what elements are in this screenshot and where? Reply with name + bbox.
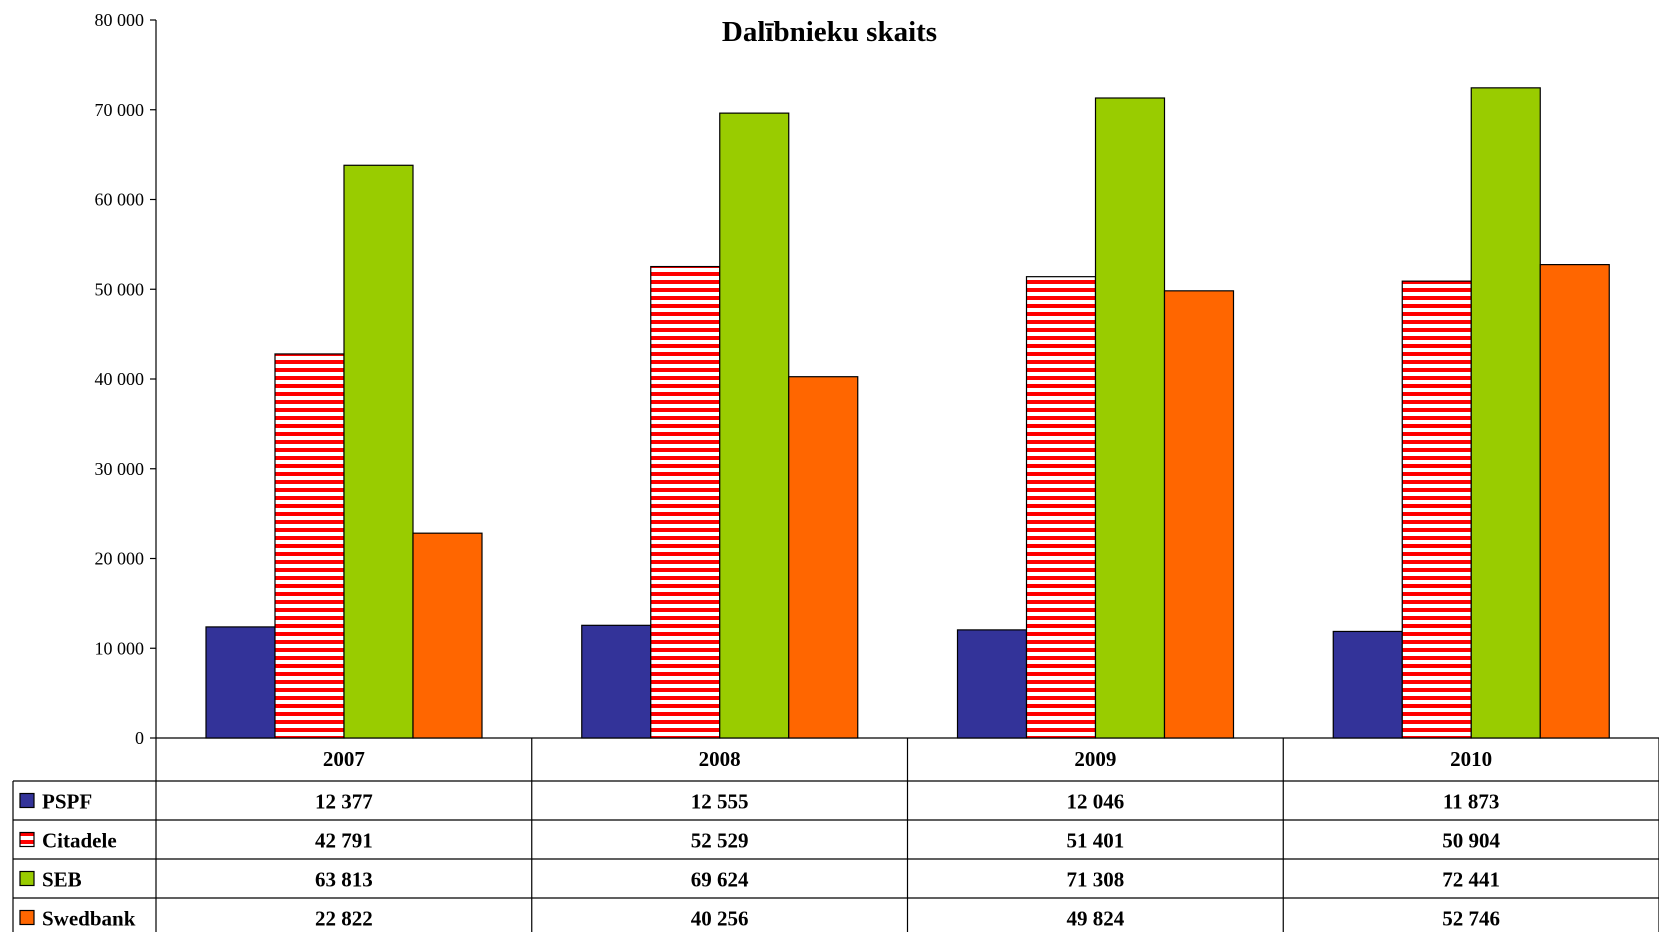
bar-citadele-2009 [1025,276,1097,739]
bar-citadele-2010 [1401,280,1472,739]
y-tick-label: 10 000 [95,638,145,658]
y-tick-label: 40 000 [95,369,145,389]
legend-swatch-pspf [19,792,35,809]
table-value-seb-2009: 71 308 [1067,868,1125,892]
bars [205,87,1610,739]
table-value-swedbank-2010: 52 746 [1442,907,1500,931]
legend-label-pspf: PSPF [42,790,92,814]
bar-seb-2010 [1470,87,1541,739]
bar-swedbank-2009 [1163,290,1235,739]
bar-seb-2007 [343,164,414,739]
table-value-swedbank-2009: 49 824 [1067,907,1125,931]
category-label-2009: 2009 [1074,747,1116,771]
y-tick-label: 50 000 [95,279,145,299]
bar-pspf-2007 [205,626,276,739]
data-table: 2007 2008 2009 2010 PSPF 12 377 12 555 12 046 11… [12,738,1659,932]
bar-pspf-2009 [956,629,1028,739]
table-value-swedbank-2008: 40 256 [691,907,749,931]
bar-citadele-2008 [650,265,721,739]
y-tick-label: 20 000 [95,549,145,569]
category-label-2007: 2007 [323,747,365,771]
table-value-citadele-2008: 52 529 [691,829,749,853]
y-tick-label: 60 000 [95,190,145,210]
table-value-pspf-2007: 12 377 [315,790,373,814]
legend-swatch-seb [19,870,35,887]
bar-seb-2008 [719,112,790,739]
bar-swedbank-2008 [788,376,859,739]
legend-swatch-swedbank [19,909,35,926]
bar-seb-2009 [1094,97,1166,739]
table-value-seb-2007: 63 813 [315,868,373,892]
table-value-seb-2010: 72 441 [1442,868,1500,892]
table-value-citadele-2009: 51 401 [1067,829,1125,853]
bar-pspf-2010 [1332,630,1403,739]
legend-label-swedbank: Swedbank [42,907,136,931]
table-value-pspf-2010: 11 873 [1443,790,1500,814]
table-value-citadele-2007: 42 791 [315,829,373,853]
table-value-citadele-2010: 50 904 [1442,829,1500,853]
table-value-swedbank-2007: 22 822 [315,907,373,931]
category-label-2010: 2010 [1450,747,1492,771]
bar-pspf-2008 [581,624,652,739]
bar-swedbank-2010 [1539,264,1610,739]
table-value-seb-2008: 69 624 [691,868,749,892]
table-value-pspf-2009: 12 046 [1067,790,1125,814]
y-tick-label: 0 [135,728,144,748]
chart-title: Dalībnieku skaits [721,16,938,48]
y-tick-label: 80 000 [95,10,145,30]
y-tick-label: 70 000 [95,100,145,120]
table-value-pspf-2008: 12 555 [691,790,749,814]
bar-citadele-2007 [274,353,345,739]
legend-label-seb: SEB [42,868,82,892]
y-tick-label: 30 000 [95,459,145,479]
bar-swedbank-2007 [412,532,483,739]
legend-swatch-citadele [19,831,35,848]
legend-label-citadele: Citadele [42,829,117,853]
category-label-2008: 2008 [699,747,741,771]
